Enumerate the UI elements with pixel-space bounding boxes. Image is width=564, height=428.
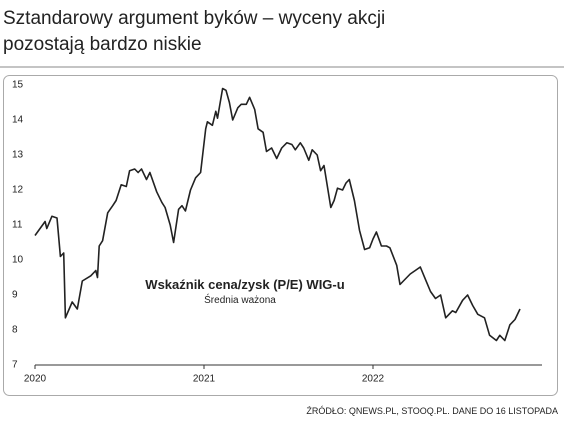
y-tick-label: 12 bbox=[12, 185, 24, 196]
y-tick-label: 7 bbox=[12, 360, 18, 371]
annotation-sub: Średnia ważona bbox=[204, 293, 276, 306]
y-tick-label: 13 bbox=[12, 150, 24, 161]
chart-subtitle: pozostają bardzo niskie bbox=[3, 34, 202, 55]
x-tick-label: 2022 bbox=[362, 374, 385, 385]
source: ŹRÓDŁO: QNEWS.PL, STOOQ.PL. DANE DO 16 L… bbox=[306, 406, 558, 416]
y-tick-label: 10 bbox=[12, 255, 24, 266]
y-tick-label: 9 bbox=[12, 290, 18, 301]
y-tick-label: 11 bbox=[12, 220, 23, 231]
annotation: Wskaźnik cena/zysk (P/E) WIG-u bbox=[145, 277, 344, 292]
y-tick-label: 14 bbox=[12, 115, 24, 126]
y-tick-label: 8 bbox=[12, 325, 18, 336]
chart-frame bbox=[3, 75, 558, 396]
data-line bbox=[34, 87, 521, 342]
x-tick-label: 2020 bbox=[24, 374, 47, 385]
y-tick-label: 15 bbox=[12, 80, 24, 91]
x-tick-label: 2021 bbox=[193, 374, 216, 385]
chart-title: Sztandarowy argument byków – wyceny akcj… bbox=[3, 8, 385, 29]
